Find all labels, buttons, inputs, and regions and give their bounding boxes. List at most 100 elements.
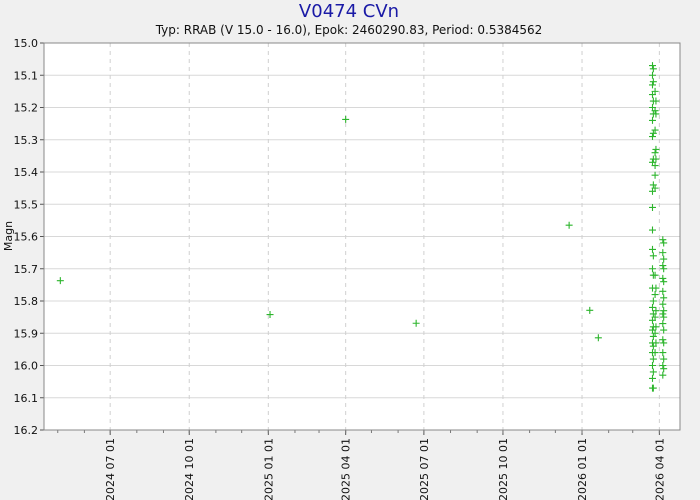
y-tick-label: 15.8 [14,295,39,308]
data-point [648,362,656,369]
data-point [651,162,659,170]
data-point [660,255,668,263]
y-tick-label: 15.1 [14,69,39,82]
data-point [651,171,659,179]
data-point [648,226,656,234]
data-point [651,126,659,134]
y-tick-label: 15.9 [14,327,39,340]
data-point [648,81,656,89]
data-point [651,87,659,95]
y-axis: 15.0 15.1 15.2 15.3 15.4 15.5 15.6 15.7 15.8 15.9… [14,37,44,437]
data-point [651,149,659,157]
data-point [565,221,573,229]
data-point [659,362,667,369]
y-tick-label: 15.3 [14,134,39,147]
data-point [56,277,64,285]
data-point [660,294,668,302]
data-point [648,71,656,79]
data-point [649,252,657,260]
data-point [651,291,659,299]
plot-frame [43,42,681,431]
y-tick-label: 16.0 [14,360,39,373]
data-point [652,155,660,163]
y-tick-label: 15.2 [14,102,39,115]
chart-title: V0474 CVn [299,1,399,22]
data-point [660,239,668,247]
data-point [652,323,660,331]
x-tick-label: 2024 07 01 [104,438,117,500]
x-tick-label: 2026 04 01 [653,438,666,500]
x-tick-label: 2024 10 01 [183,438,196,500]
x-axis: 2024 07 01 2024 10 01 2025 01 01 2025 04 01… [57,430,666,500]
data-point [660,307,668,315]
data-point [660,339,668,347]
data-point [659,236,667,244]
data-point [660,355,668,363]
grid [44,43,680,430]
data-point [266,311,274,319]
data-point [648,303,656,311]
data-point [652,97,660,105]
data-point [648,203,656,211]
data-point [652,307,660,315]
data-point [648,133,656,141]
data-point [651,329,659,337]
data-point [660,326,668,334]
data-point [659,287,667,295]
data-point [660,265,668,273]
data-point [659,300,667,308]
data-point [594,334,602,342]
data-point [649,129,657,137]
data-point [649,384,657,392]
data-point [342,115,350,123]
data-point [652,145,660,153]
data-point [586,306,594,314]
data-point [659,349,667,357]
data-point [659,249,667,257]
data-point [648,245,656,253]
x-tick-label: 2025 04 01 [340,438,353,500]
data-point [649,297,657,305]
data-point [659,310,667,318]
x-tick-label: 2026 01 01 [576,438,589,500]
y-tick-label: 16.1 [14,392,39,405]
data-point [651,107,659,115]
y-tick-label: 16.2 [14,424,39,437]
data-point [652,339,660,347]
x-tick-label: 2025 01 01 [262,438,275,500]
data-point [649,332,657,340]
data-point [649,181,657,189]
x-tick-label: 2025 10 01 [497,438,510,500]
data-point [659,262,667,270]
data-point [660,365,668,373]
data-point [648,116,656,124]
data-point [652,284,660,292]
data-point [651,271,659,279]
data-point [651,349,659,357]
y-tick-label: 15.6 [14,231,39,244]
data-point [648,374,656,382]
data-point [659,274,667,282]
data-point [659,371,667,379]
data-point [660,278,668,286]
x-tick-label: 2025 07 01 [418,438,431,500]
data-point [651,313,659,321]
y-axis-label: Magn [2,221,15,251]
data-point [651,184,659,192]
data-point [660,313,668,321]
data-point [648,265,656,273]
data-point [649,355,657,363]
data-point [648,62,656,70]
data-point [652,110,660,118]
y-tick-label: 15.5 [14,198,39,211]
y-tick-label: 15.0 [14,37,39,50]
data-point [649,65,657,73]
data-point [649,368,657,376]
data-points [56,62,668,392]
chart-subtitle: Typ: RRAB (V 15.0 - 16.0), Epok: 2460290… [155,23,543,37]
data-point [649,78,657,86]
data-point [659,320,667,328]
data-point [659,336,667,344]
